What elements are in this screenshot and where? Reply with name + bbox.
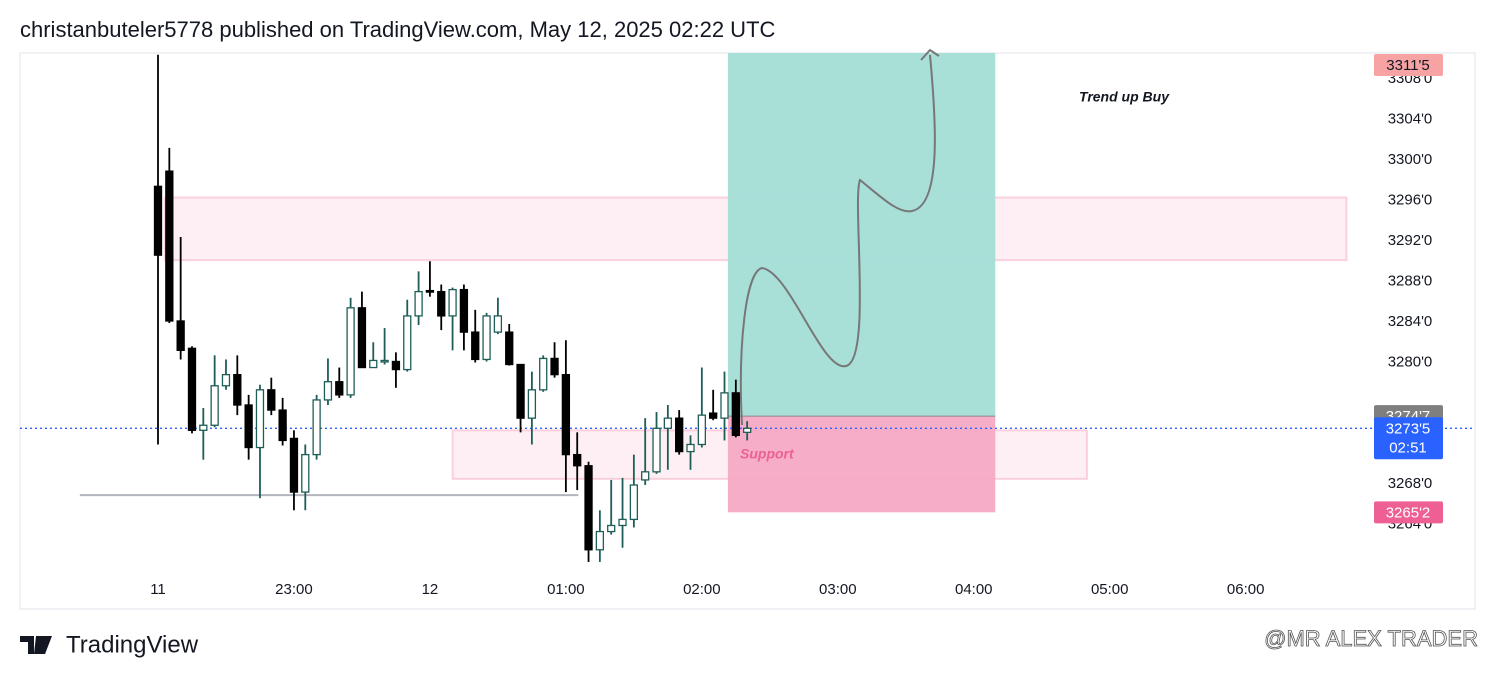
candle-body (618, 518, 627, 527)
annotation: Trend up Buy (1079, 89, 1170, 105)
y-tick-label: 3284'0 (1388, 313, 1433, 330)
candle-body (448, 288, 457, 317)
candle-body (663, 417, 672, 429)
candle-body (301, 453, 310, 493)
candle-body (437, 290, 446, 317)
candle-body (584, 465, 593, 551)
price-label: 3311'5 (1386, 57, 1429, 74)
candle-body (346, 307, 355, 396)
candle-body (482, 315, 491, 361)
candle-body (323, 381, 333, 401)
candle-body (289, 437, 299, 493)
x-tick-label: 23:00 (275, 581, 313, 598)
candle-body (403, 315, 412, 371)
y-tick-label: 3268'0 (1388, 475, 1433, 492)
candle-body (425, 289, 435, 293)
x-tick-label: 04:00 (955, 581, 993, 598)
candle-body (210, 385, 219, 426)
y-tick-label: 3300'0 (1388, 151, 1433, 168)
candle-body (697, 414, 706, 446)
candle-body (629, 484, 639, 521)
last-price-box (1374, 417, 1443, 460)
candle-body (165, 170, 174, 322)
candle-body (686, 443, 695, 453)
countdown-label: 02:51 (1389, 439, 1427, 456)
plot: 3308'03304'03300'03296'03292'03288'03284… (20, 53, 1475, 598)
candle-body (607, 524, 616, 533)
candle-body (255, 389, 265, 449)
candle-body (641, 471, 650, 481)
tv-logo (20, 636, 52, 654)
candle-body (380, 359, 389, 363)
x-tick-label: 02:00 (683, 581, 721, 598)
candle-body (335, 381, 344, 396)
candle-body (595, 530, 605, 551)
candle-body (414, 290, 423, 317)
x-tick-label: 01:00 (547, 581, 585, 598)
candle-body (505, 331, 514, 366)
x-tick-label: 03:00 (819, 581, 857, 598)
y-tick-label: 3304'0 (1388, 110, 1433, 127)
candle-body (743, 427, 752, 433)
header: christanbuteler5778 published on Trading… (20, 17, 776, 42)
stop-area (727, 416, 996, 513)
candle-body (233, 373, 242, 406)
x-tick-label: 06:00 (1227, 581, 1265, 598)
y-tick-label: 3280'0 (1388, 353, 1433, 370)
candle-body (471, 331, 480, 361)
candle-body (153, 185, 163, 256)
x-tick-label: 11 (150, 581, 166, 598)
y-tick-label: 3292'0 (1388, 232, 1433, 249)
watermark: @MR ALEX TRADER (1264, 626, 1478, 651)
x-tick-label: 12 (422, 581, 439, 598)
candle-body (312, 399, 321, 456)
y-tick-label: 3288'0 (1388, 272, 1433, 289)
candle-body (516, 363, 525, 419)
candle-body (187, 347, 197, 431)
candle-body (391, 360, 401, 371)
candle-body (459, 288, 469, 333)
price-label-box (1374, 501, 1443, 524)
candle-body (199, 424, 208, 431)
candle-body (176, 320, 185, 351)
footer-brand: TradingView (66, 631, 199, 658)
candle-body (267, 389, 276, 411)
candle-body (527, 389, 537, 419)
candle-body (731, 392, 740, 437)
price-label: 3265'2 (1386, 504, 1431, 521)
target-area (727, 53, 996, 417)
candle-body (221, 373, 231, 387)
candle-body (278, 409, 287, 442)
candle-body (539, 357, 548, 391)
candle-body (493, 315, 503, 333)
candle-body (675, 417, 684, 453)
projection-curve (739, 48, 940, 426)
zone-label: Support (740, 446, 795, 462)
candle-body (709, 412, 718, 419)
candle-body (720, 392, 729, 419)
y-tick-label: 3296'0 (1388, 191, 1433, 208)
candle-body (357, 307, 367, 369)
candle-body (369, 359, 378, 369)
candle-body (573, 453, 582, 467)
last-price-label: 3273'5 (1386, 420, 1431, 437)
x-tick-label: 05:00 (1091, 581, 1129, 598)
price-label-box (1374, 54, 1443, 76)
candle-body (652, 427, 661, 473)
candle-body (561, 373, 571, 456)
candle-body (550, 357, 559, 376)
candle-body (244, 404, 253, 449)
